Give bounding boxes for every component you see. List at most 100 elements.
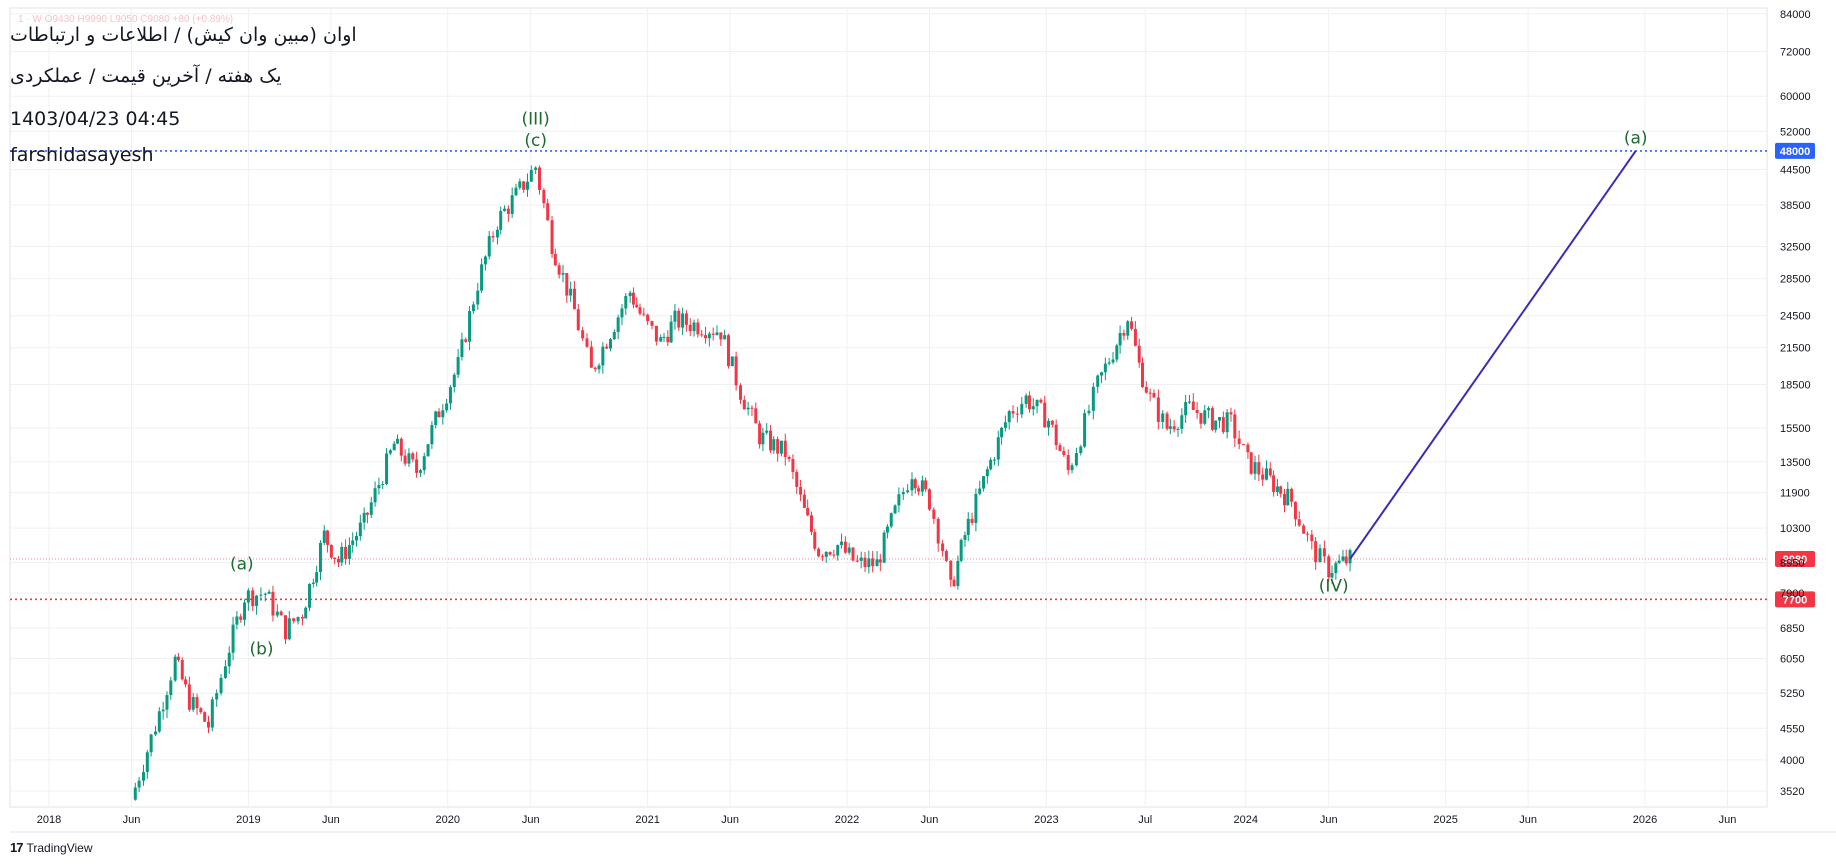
candle-body xyxy=(203,712,207,722)
candle-body xyxy=(1122,333,1126,336)
candle-body xyxy=(978,488,982,494)
candle-body xyxy=(173,656,177,681)
candle-body xyxy=(518,181,522,188)
candle-body xyxy=(956,560,960,587)
candle-body xyxy=(585,338,589,347)
candle-body xyxy=(1344,556,1348,564)
y-tick-label: 32500 xyxy=(1780,241,1811,253)
candle-body xyxy=(1249,452,1253,474)
candle-body xyxy=(340,546,344,563)
candle-body xyxy=(561,273,565,275)
candle-body xyxy=(529,169,533,182)
candle-body xyxy=(707,333,711,339)
candle-body xyxy=(187,684,191,710)
candle-body xyxy=(206,721,210,728)
candle-body xyxy=(1050,420,1054,425)
candle-body xyxy=(141,772,145,781)
candle-body xyxy=(227,652,231,667)
candle-body xyxy=(1293,501,1297,520)
candle-body xyxy=(1330,572,1334,578)
candle-body xyxy=(787,456,791,459)
y-tick-label: 6850 xyxy=(1780,623,1804,635)
candle-body xyxy=(589,346,593,368)
candle-body xyxy=(471,304,475,312)
candle-body xyxy=(885,526,889,533)
chart-settings-text: یک هفته / آخرین قیمت / عملکردی xyxy=(10,65,282,87)
candle-body xyxy=(1107,362,1111,364)
candle-body xyxy=(982,476,986,489)
y-tick-label: 4000 xyxy=(1780,755,1804,767)
wave-label: (c) xyxy=(524,131,547,151)
candle-body xyxy=(662,336,666,338)
candle-body xyxy=(1237,438,1241,445)
candle-body xyxy=(1261,474,1265,480)
candle-body xyxy=(576,309,580,331)
candle-body xyxy=(1118,333,1122,346)
candle-body xyxy=(650,321,654,326)
y-tick-label: 60000 xyxy=(1780,91,1811,103)
candle-body xyxy=(284,615,288,640)
candle-body xyxy=(772,439,776,451)
candle-body xyxy=(1327,556,1331,578)
y-tick-label: 8950 xyxy=(1780,557,1804,569)
candle-body xyxy=(1031,406,1035,410)
candle-body xyxy=(1334,563,1338,573)
candle-body xyxy=(407,453,411,464)
candle-body xyxy=(311,582,315,585)
candle-body xyxy=(867,558,871,568)
candle-body xyxy=(246,590,250,603)
candle-body xyxy=(231,624,235,653)
x-tick-label: Jun xyxy=(1519,814,1537,826)
candle-body xyxy=(1058,445,1062,451)
candle-body xyxy=(906,490,910,493)
candle-body xyxy=(403,455,407,464)
candle-body xyxy=(624,295,628,309)
tradingview-branding[interactable]: 17 TradingView xyxy=(10,840,93,855)
candle-body xyxy=(373,488,377,503)
candle-body xyxy=(927,489,931,510)
candle-body xyxy=(333,557,337,560)
candle-body xyxy=(251,590,255,607)
candle-body xyxy=(635,304,639,308)
candle-body xyxy=(1027,395,1031,410)
candle-body xyxy=(974,493,978,523)
candle-body xyxy=(1156,397,1160,422)
candle-body xyxy=(318,542,322,573)
candle-body xyxy=(133,787,137,800)
candle-body xyxy=(1195,409,1199,414)
candle-body xyxy=(1054,424,1058,446)
candle-body xyxy=(308,584,312,608)
y-tick-label: 13500 xyxy=(1780,457,1811,469)
candle-body xyxy=(628,292,632,296)
candle-body xyxy=(1242,444,1246,446)
candle-body xyxy=(593,367,597,370)
candle-body xyxy=(1286,488,1290,506)
candle-body xyxy=(1152,393,1156,398)
candle-body xyxy=(165,695,169,710)
candle-body xyxy=(847,547,851,553)
candle-body xyxy=(719,332,723,340)
candle-body xyxy=(581,330,585,339)
candle-body xyxy=(287,618,291,640)
candle-body xyxy=(358,522,362,537)
candle-body xyxy=(452,374,456,388)
candle-body xyxy=(263,593,267,595)
candle-body xyxy=(681,313,685,328)
candle-body xyxy=(550,220,554,255)
candlestick-series xyxy=(133,165,1352,801)
candle-body xyxy=(546,203,550,221)
candle-body xyxy=(897,494,901,506)
candle-body xyxy=(1103,363,1107,373)
candle-body xyxy=(1011,411,1015,414)
candle-body xyxy=(677,310,681,328)
candle-body xyxy=(1290,488,1294,502)
candle-body xyxy=(1043,402,1047,428)
candle-body xyxy=(920,480,924,492)
candle-body xyxy=(510,195,514,214)
candle-body xyxy=(1279,486,1283,494)
candle-body xyxy=(913,479,917,489)
candle-body xyxy=(855,560,859,562)
candle-body xyxy=(255,595,259,607)
candle-body xyxy=(355,536,359,541)
